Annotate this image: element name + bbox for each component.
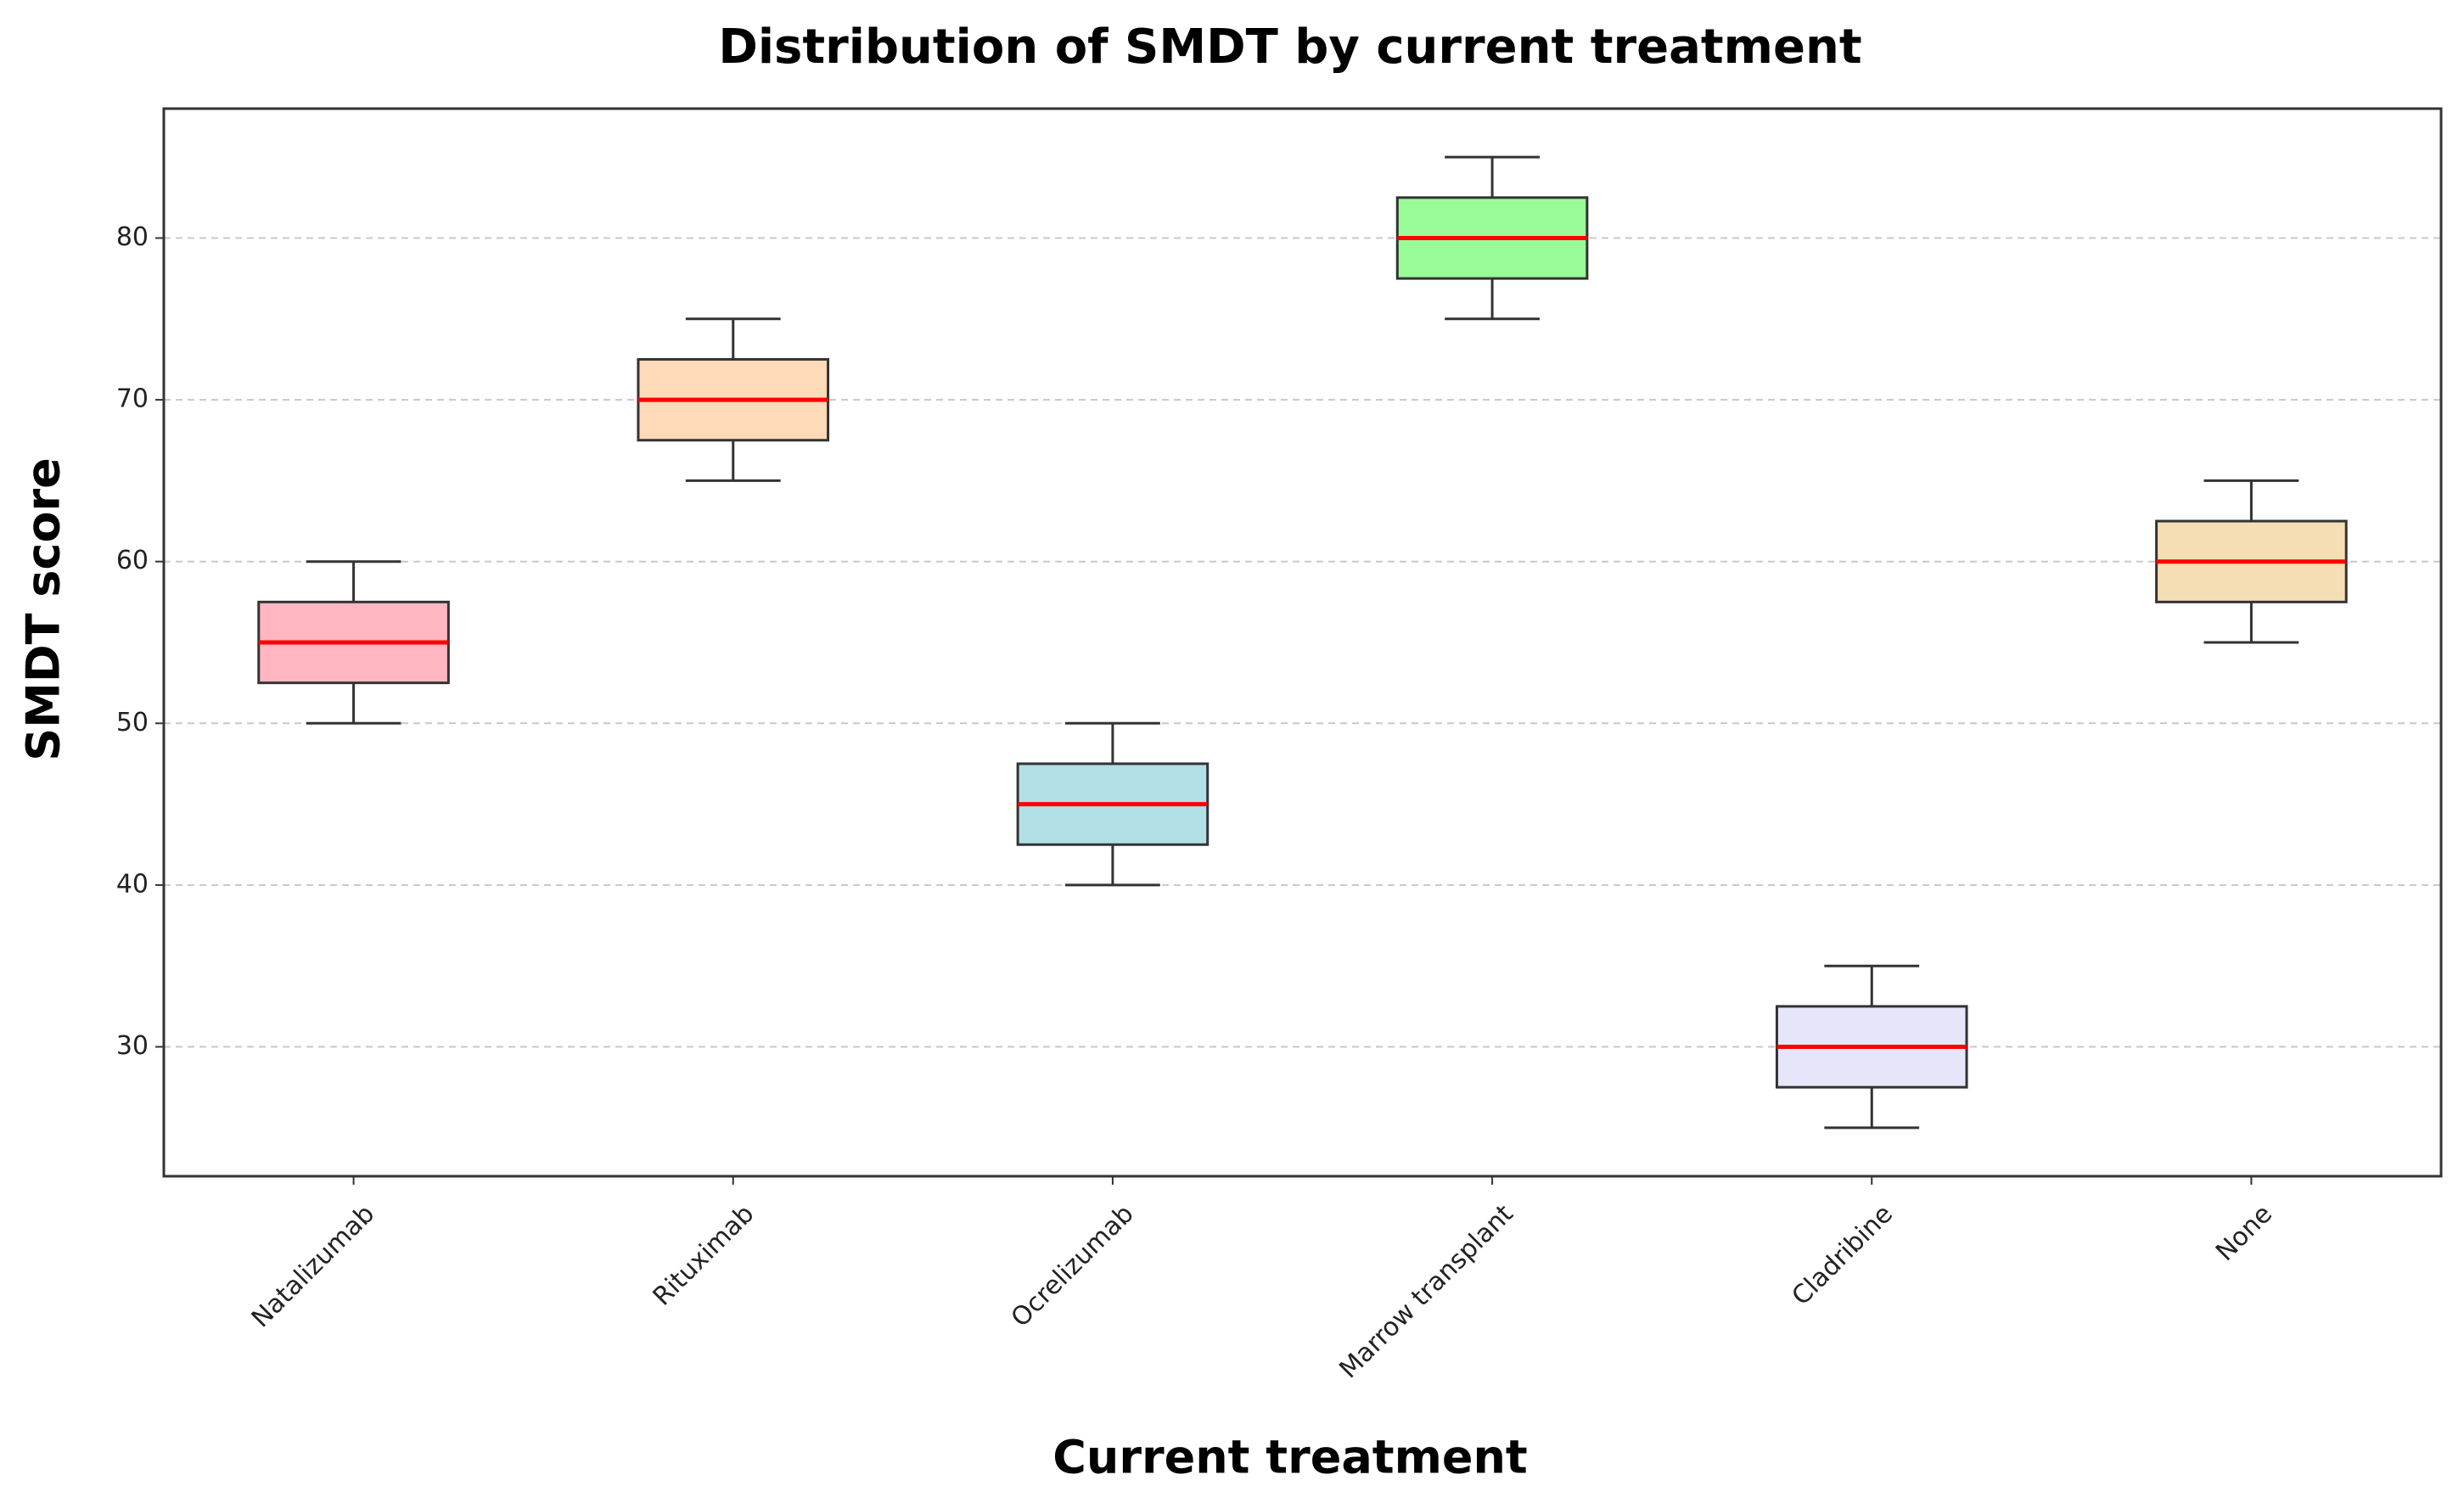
x-axis-label: Current treatment [1052,1431,1528,1484]
y-tick-label: 50 [116,708,149,737]
y-tick-label: 80 [116,222,149,252]
x-tick-label: Cladribine [1787,1199,1899,1311]
y-tick-label: 70 [116,384,149,414]
x-tick-label: None [2210,1199,2278,1267]
y-tick-label: 40 [116,869,149,899]
plot-frame [162,107,2443,1178]
x-tick-label: Ocrelizumab [1006,1199,1140,1333]
y-tick-label: 60 [116,546,149,575]
x-tick-label: Natalizumab [246,1199,380,1333]
x-tick-label: Marrow transplant [1333,1199,1519,1385]
y-tick-label: 30 [116,1031,149,1061]
x-tick-label: Rituximab [648,1199,761,1312]
chart-title: Distribution of SMDT by current treatmen… [718,20,1861,75]
y-axis-label: SMDT score [17,457,70,761]
